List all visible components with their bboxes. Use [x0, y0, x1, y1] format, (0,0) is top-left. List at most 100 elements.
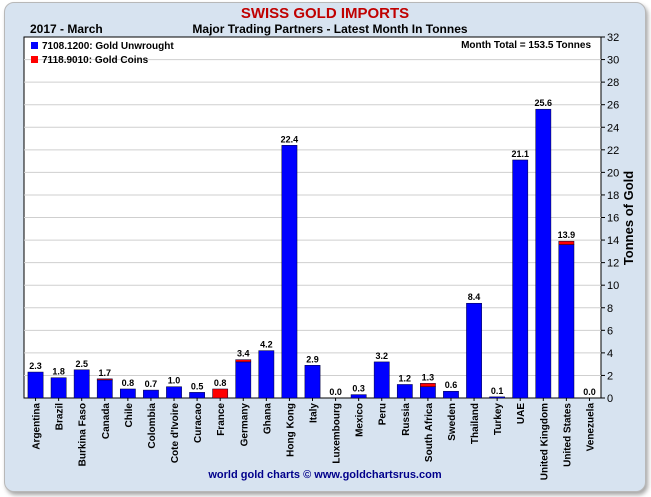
bars [27, 108, 575, 399]
data-label: 1.0 [168, 376, 181, 386]
bar-unwrought-thailand [466, 302, 482, 399]
data-label: 13.9 [558, 230, 576, 240]
data-label: 25.6 [535, 98, 553, 108]
y-tick-label: 26 [607, 100, 619, 112]
bar-unwrought-turkey [489, 396, 506, 399]
bar-coins-germany [235, 359, 252, 363]
x-tick-label: Canada [101, 403, 112, 440]
x-tick-label: Germany [239, 403, 250, 447]
data-label: 0.0 [583, 387, 596, 397]
x-tick-label: Russia [401, 403, 412, 436]
y-tick-label: 28 [607, 77, 619, 89]
data-label: 1.3 [422, 372, 435, 382]
x-tick-label: Peru [378, 403, 389, 425]
data-label: 1.2 [399, 373, 412, 383]
bar-unwrought-colombia [143, 389, 159, 399]
y-tick-label: 20 [607, 167, 619, 179]
x-tick-label: Turkey [493, 403, 504, 435]
data-label: 2.3 [29, 361, 42, 371]
y-tick-label: 30 [607, 55, 619, 67]
y-tick-label: 2 [607, 370, 613, 382]
bar-unwrought-hong-kong [281, 145, 298, 399]
bar-coins-canada [96, 378, 113, 381]
data-label: 0.8 [122, 378, 135, 388]
data-label: 8.4 [468, 292, 481, 302]
y-tick-label: 22 [607, 145, 619, 157]
data-label: 0.1 [491, 386, 504, 396]
chart-subtitle: Major Trading Partners - Latest Month In… [192, 22, 467, 36]
x-tick-label: Sweden [447, 403, 458, 441]
legend: 7108.1200: Gold Unwrought 7118.9010: Gol… [31, 41, 174, 66]
data-label: 4.2 [260, 340, 273, 350]
y-tick-label: 0 [607, 393, 613, 405]
data-label: 21.1 [511, 149, 529, 159]
bar-unwrought-mexico [350, 394, 367, 399]
bar-unwrought-united-states [558, 244, 575, 399]
y-tick-label: 10 [607, 280, 619, 292]
y-tick-label: 6 [607, 325, 613, 337]
x-tick-label: United Kingdom [539, 403, 550, 480]
x-tick-label: Chile [124, 403, 135, 428]
bar-unwrought-chile [119, 388, 136, 399]
bar-unwrought-germany [235, 361, 252, 399]
bar-unwrought-burkina-faso [73, 369, 90, 399]
x-tick-label: Mexico [355, 403, 366, 437]
legend-swatch-unwrought [31, 42, 38, 49]
data-label: 22.4 [281, 134, 299, 144]
data-label: 2.9 [306, 354, 319, 364]
bar-unwrought-russia [396, 384, 413, 399]
chart-title: SWISS GOLD IMPORTS [240, 5, 410, 22]
x-tick-label: Luxembourg [332, 403, 343, 464]
x-tick-label: Argentina [32, 403, 43, 450]
data-label: 0.8 [214, 378, 227, 388]
x-tick-label: Colombia [147, 403, 158, 449]
legend-label-unwrought: 7108.1200: Gold Unwrought [42, 41, 174, 52]
period-label: 2017 - March [30, 22, 103, 36]
data-label: 0.0 [329, 387, 342, 397]
bar-unwrought-peru [373, 361, 390, 399]
bar-unwrought-united-kingdom [535, 108, 552, 399]
x-tick-label: Ghana [262, 403, 273, 435]
y-tick-label: 4 [607, 348, 613, 360]
y-tick-label: 12 [607, 258, 619, 270]
legend-swatch-coins [31, 56, 38, 63]
data-labels: 2.3 1.8 2.5 1.7 0.8 0.7 1.0 0.5 0.8 3.4 4.2 22.4 2.9… [29, 98, 595, 397]
bar-unwrought-italy [304, 365, 321, 399]
legend-label-coins: 7118.9010: Gold Coins [42, 55, 149, 66]
y-tick-label: 18 [607, 190, 619, 202]
y-tick-label: 8 [607, 303, 613, 315]
data-label: 2.5 [75, 359, 88, 369]
data-label: 3.4 [237, 349, 250, 359]
x-axis: Argentina Brazil Burkina Faso Canada Chile Co… [32, 398, 596, 480]
data-label: 1.7 [99, 368, 112, 378]
bar-unwrought-curacao [189, 392, 205, 399]
x-tick-label: Thailand [470, 403, 481, 444]
data-label: 0.5 [191, 381, 204, 391]
bar-unwrought-uae [512, 159, 529, 399]
data-label: 0.7 [145, 379, 158, 389]
bar-coins-united-states [558, 240, 575, 245]
y-axis-label: Tonnes of Gold [621, 171, 636, 265]
x-tick-label: Burkina Faso [78, 403, 89, 466]
bar-unwrought-cote-d-ivoire [166, 386, 182, 399]
bar-unwrought-south-africa [420, 386, 436, 399]
month-total: Month Total = 153.5 Tonnes [461, 40, 591, 51]
x-tick-label: Brazil [55, 403, 66, 430]
x-tick-label: France [216, 403, 227, 436]
x-tick-label: UAE [516, 403, 527, 424]
chart-source: world gold charts © www.goldchartsrus.co… [208, 469, 442, 481]
x-tick-label: Italy [309, 403, 320, 423]
y-tick-label: 14 [607, 235, 619, 247]
x-tick-label: United States [562, 403, 573, 467]
x-tick-label: Cote d'Ivoire [170, 403, 181, 464]
bar-unwrought-argentina [27, 371, 44, 399]
data-label: 1.8 [52, 367, 65, 377]
y-tick-label: 24 [607, 122, 619, 134]
bar-unwrought-canada [96, 379, 113, 399]
data-label: 0.6 [445, 380, 458, 390]
bar-unwrought-brazil [50, 377, 67, 399]
y-tick-label: 16 [607, 213, 619, 225]
data-label: 3.2 [375, 351, 388, 361]
